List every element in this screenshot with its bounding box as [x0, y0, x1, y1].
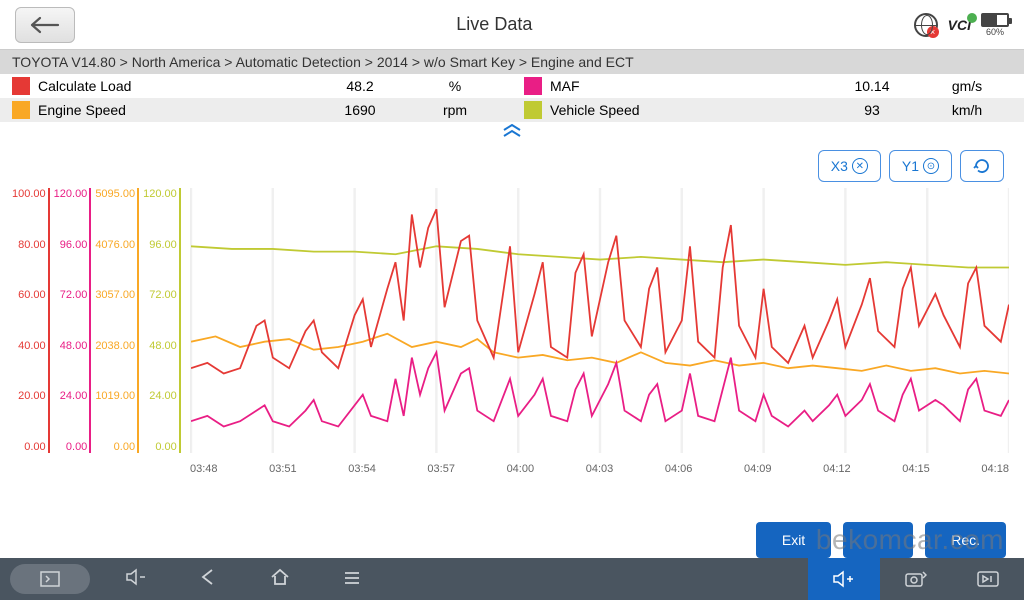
back-button[interactable] [15, 7, 75, 43]
y-scale: 120.0096.0072.0048.0024.000.00 [143, 188, 181, 453]
chart-area: 100.0080.0060.0040.0020.000.00120.0096.0… [0, 188, 1024, 483]
status-icons: × VCI 60% [914, 13, 1009, 37]
recent-apps-pill[interactable] [10, 564, 90, 594]
cast-button[interactable] [952, 558, 1024, 600]
param-row[interactable]: Calculate Load 48.2 % [0, 74, 512, 98]
exit-button[interactable]: Exit [756, 522, 831, 558]
x-tick: 04:15 [902, 463, 930, 475]
param-row[interactable]: Vehicle Speed 93 km/h [512, 98, 1024, 122]
back-nav-icon[interactable] [172, 568, 244, 591]
page-title: Live Data [75, 14, 914, 35]
chart-controls: X3 ✕ Y1 ⊙ [0, 144, 1024, 188]
param-unit: km/h [922, 102, 1012, 118]
param-value: 10.14 [822, 78, 922, 94]
battery-icon: 60% [981, 13, 1009, 37]
y-scale: 100.0080.0060.0040.0020.000.00 [12, 188, 50, 453]
volume-down-icon[interactable] [100, 568, 172, 591]
param-value: 93 [822, 102, 922, 118]
breadcrumb: TOYOTA V14.80 > North America > Automati… [0, 50, 1024, 74]
x-tick: 03:57 [427, 463, 455, 475]
color-swatch [524, 77, 542, 95]
screenshot-button[interactable] [880, 558, 952, 600]
param-table: Calculate Load 48.2 % MAF 10.14 gm/s Eng… [0, 74, 1024, 122]
system-navbar [0, 558, 1024, 600]
menu-icon[interactable] [316, 569, 388, 590]
collapse-toggle[interactable] [0, 122, 1024, 144]
param-row[interactable]: MAF 10.14 gm/s [512, 74, 1024, 98]
x-tick: 04:06 [665, 463, 693, 475]
refresh-button[interactable] [960, 150, 1004, 182]
x-axis: 03:48 03:51 03:54 03:57 04:00 04:03 04:06 04:09… [190, 463, 1009, 475]
color-swatch [524, 101, 542, 119]
param-value: 1690 [310, 102, 410, 118]
y-scale: 5095.004076.003057.002038.001019.000.00 [95, 188, 139, 453]
color-swatch [12, 77, 30, 95]
vci-icon: VCI [948, 17, 971, 33]
x-tick: 03:48 [190, 463, 218, 475]
param-row[interactable]: Engine Speed 1690 rpm [0, 98, 512, 122]
x-tick: 04:03 [586, 463, 614, 475]
param-label: Calculate Load [38, 78, 310, 94]
param-label: Engine Speed [38, 102, 310, 118]
x-tick: 03:54 [348, 463, 376, 475]
x-tick: 04:09 [744, 463, 772, 475]
param-unit: gm/s [922, 78, 1012, 94]
x-tick: 03:51 [269, 463, 297, 475]
top-bar: Live Data × VCI 60% [0, 0, 1024, 50]
x-tick: 04:18 [981, 463, 1009, 475]
param-unit: rpm [410, 102, 500, 118]
y-scale: 120.0096.0072.0048.0024.000.00 [54, 188, 92, 453]
y-zoom-button[interactable]: Y1 ⊙ [889, 150, 952, 182]
record-button[interactable]: Rec. [925, 522, 1006, 558]
chart-plot [190, 188, 1009, 453]
network-icon: × [914, 13, 938, 37]
param-label: MAF [550, 78, 822, 94]
action-button-2[interactable] [843, 522, 913, 558]
color-swatch [12, 101, 30, 119]
volume-up-button[interactable] [808, 558, 880, 600]
x-zoom-button[interactable]: X3 ✕ [818, 150, 881, 182]
bottom-buttons: Exit Rec. [756, 522, 1006, 558]
home-icon[interactable] [244, 568, 316, 591]
param-label: Vehicle Speed [550, 102, 822, 118]
param-unit: % [410, 78, 500, 94]
x-tick: 04:00 [507, 463, 535, 475]
x-tick: 04:12 [823, 463, 851, 475]
param-value: 48.2 [310, 78, 410, 94]
